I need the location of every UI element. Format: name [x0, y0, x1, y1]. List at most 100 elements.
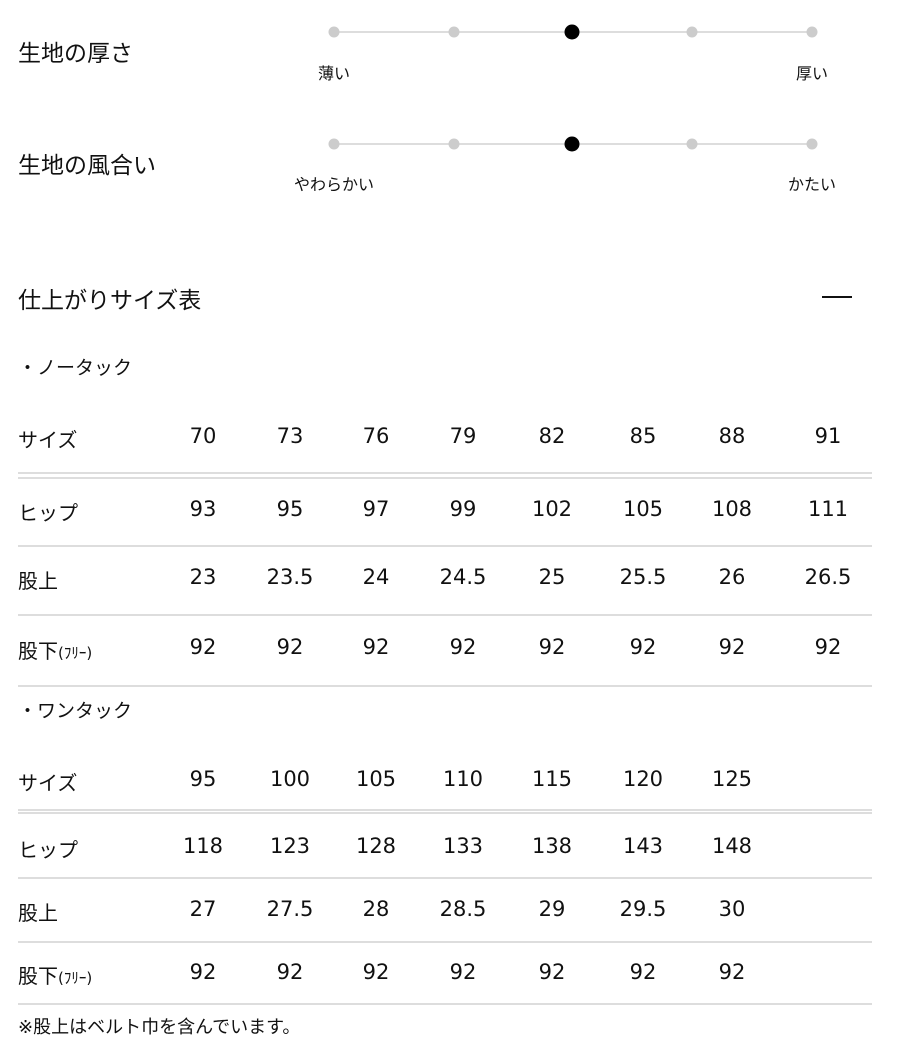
table-cell: 133 [442, 834, 484, 858]
scale-dot-selected [564, 24, 580, 40]
table-cell: 92 [449, 635, 477, 659]
table-row: ヒップ 93 95 97 99 102 105 108 111 [0, 497, 900, 527]
table-cell: 30 [718, 897, 746, 921]
scale-max-label: 厚い [795, 64, 829, 83]
table-cell: 25.5 [619, 565, 667, 589]
table-cell: 148 [711, 834, 753, 858]
table-cell: 120 [622, 767, 664, 791]
row-divider [18, 812, 872, 814]
size-chart-title: 仕上がりサイズ表 [18, 288, 202, 314]
table-cell: 95 [189, 767, 217, 791]
table-row: 股下(ﾌﾘｰ) 92 92 92 92 92 92 92 92 [0, 635, 900, 665]
table-cell: 128 [355, 834, 397, 858]
scale-dot [328, 138, 340, 150]
fabric-thickness-title: 生地の厚さ [18, 41, 133, 67]
table-cell: 92 [276, 960, 304, 984]
table-row: 股上 27 27.5 28 28.5 29 29.5 30 [0, 897, 900, 927]
table-cell: 73 [276, 424, 304, 448]
row-label-suffix: (ﾌﾘｰ) [58, 969, 93, 987]
scale-min-label: やわらかい [293, 175, 375, 194]
row-label: 股下(ﾌﾘｰ) [18, 964, 93, 988]
row-label: ヒップ [18, 838, 78, 862]
table-cell: 93 [189, 497, 217, 521]
table-cell: 100 [269, 767, 311, 791]
table-cell: 29 [538, 897, 566, 921]
scale-dot [806, 138, 818, 150]
table-cell: 92 [629, 960, 657, 984]
table-cell: 92 [538, 960, 566, 984]
row-divider [18, 477, 872, 479]
table-cell: 92 [629, 635, 657, 659]
table-cell: 97 [362, 497, 390, 521]
row-divider [18, 877, 872, 879]
table-cell: 28.5 [439, 897, 487, 921]
table-row: サイズ 70 73 76 79 82 85 88 91 [0, 424, 900, 454]
table-row: 股上 23 23.5 24 24.5 25 25.5 26 26.5 [0, 565, 900, 595]
footnote: ※股上はベルト巾を含んでいます。 [18, 1017, 301, 1038]
table-cell: 143 [622, 834, 664, 858]
table-cell: 99 [449, 497, 477, 521]
scale-dot [328, 26, 340, 38]
table-cell: 76 [362, 424, 390, 448]
row-divider [18, 941, 872, 943]
row-label: 股上 [18, 569, 58, 593]
table-cell: 125 [711, 767, 753, 791]
scale-dot [448, 138, 460, 150]
table-heading-one-tuck: ・ワンタック [18, 700, 133, 722]
table-cell: 24 [362, 565, 390, 589]
row-divider [18, 472, 872, 474]
table-cell: 25 [538, 565, 566, 589]
table-cell: 27 [189, 897, 217, 921]
row-divider [18, 685, 872, 687]
table-cell: 26 [718, 565, 746, 589]
row-label-suffix: (ﾌﾘｰ) [58, 644, 93, 662]
row-label: サイズ [18, 428, 78, 452]
table-heading-no-tuck: ・ノータック [18, 357, 133, 379]
table-cell: 92 [189, 960, 217, 984]
table-cell: 24.5 [439, 565, 487, 589]
table-cell: 105 [355, 767, 397, 791]
table-cell: 92 [276, 635, 304, 659]
table-cell: 92 [718, 635, 746, 659]
table-cell: 82 [538, 424, 566, 448]
table-cell: 92 [189, 635, 217, 659]
table-cell: 27.5 [266, 897, 314, 921]
table-row: ヒップ 118 123 128 133 138 143 148 [0, 834, 900, 864]
table-cell: 105 [622, 497, 664, 521]
table-cell: 28 [362, 897, 390, 921]
table-cell: 29.5 [619, 897, 667, 921]
row-label: 股上 [18, 901, 58, 925]
scale-max-label: かたい [787, 175, 837, 194]
minus-icon[interactable] [822, 296, 852, 298]
table-cell: 85 [629, 424, 657, 448]
table-cell: 92 [449, 960, 477, 984]
table-row: サイズ 95 100 105 110 115 120 125 [0, 767, 900, 797]
table-cell: 102 [531, 497, 573, 521]
table-cell: 92 [538, 635, 566, 659]
row-divider [18, 614, 872, 616]
scale-dot [686, 26, 698, 38]
table-cell: 92 [362, 635, 390, 659]
table-cell: 92 [362, 960, 390, 984]
table-cell: 92 [718, 960, 746, 984]
scale-dot [448, 26, 460, 38]
table-cell: 123 [269, 834, 311, 858]
row-divider [18, 809, 872, 811]
table-row: 股下(ﾌﾘｰ) 92 92 92 92 92 92 92 [0, 960, 900, 990]
table-cell: 108 [711, 497, 753, 521]
table-cell: 70 [189, 424, 217, 448]
scale-dot [806, 26, 818, 38]
scale-dot-selected [564, 136, 580, 152]
fabric-texture-title: 生地の風合い [18, 153, 156, 179]
table-cell: 23 [189, 565, 217, 589]
scale-min-label: 薄い [317, 64, 351, 83]
table-cell: 138 [531, 834, 573, 858]
table-cell: 118 [182, 834, 224, 858]
table-cell: 115 [531, 767, 573, 791]
fabric-texture-scale: やわらかい かたい [0, 0, 900, 200]
table-cell: 26.5 [804, 565, 852, 589]
row-label: サイズ [18, 771, 78, 795]
table-cell: 88 [718, 424, 746, 448]
row-label: ヒップ [18, 501, 78, 525]
table-cell: 79 [449, 424, 477, 448]
